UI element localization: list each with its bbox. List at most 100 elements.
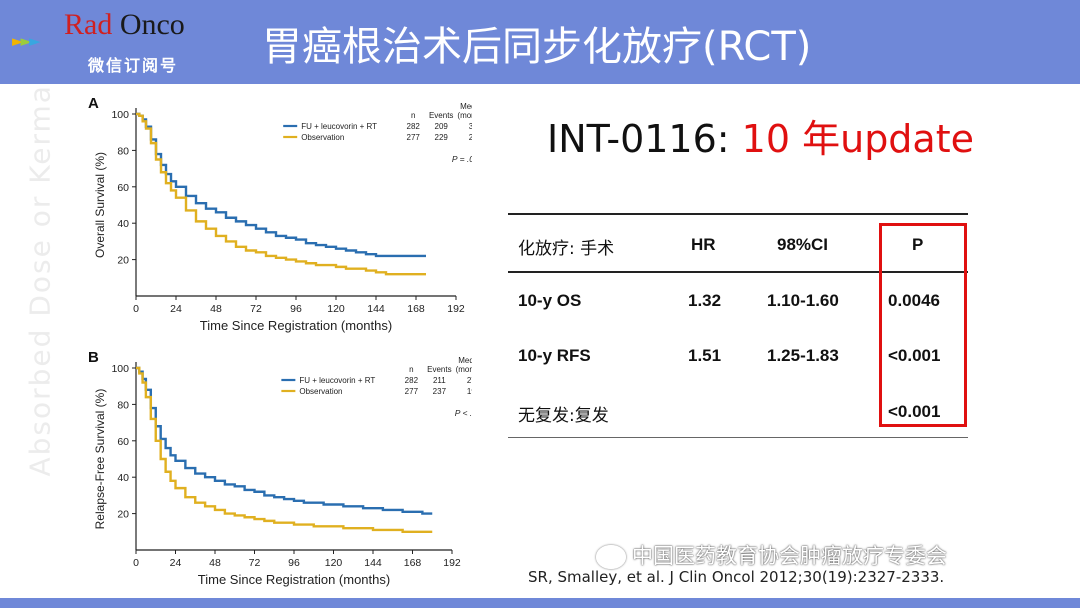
reference-citation: SR, Smalley, et al. J Clin Oncol 2012;30… <box>528 568 945 586</box>
row-os-ci: 1.10-1.60 <box>767 291 839 310</box>
y-tick-label: 40 <box>117 472 129 484</box>
logo-rad: Rad <box>64 8 113 41</box>
row-rfs-ci: 1.25-1.83 <box>767 346 839 365</box>
y-tick-label: 100 <box>111 109 129 121</box>
y-tick-label: 60 <box>117 436 129 448</box>
series-line-observation <box>136 112 426 276</box>
legend-n: 282 <box>407 122 421 131</box>
slide-title: 胃癌根治术后同步化放疗(RCT) <box>262 24 812 70</box>
logo: Rad Onco <box>64 8 185 42</box>
table-header-comparison: 化放疗: 手术 <box>518 239 615 259</box>
row-os-hr: 1.32 <box>688 291 722 310</box>
row-os-label: 10-y OS <box>518 291 582 310</box>
legend-events: 229 <box>435 133 449 142</box>
y-tick-label: 40 <box>117 218 129 230</box>
x-tick-label: 48 <box>209 557 221 569</box>
x-tick-label: 120 <box>327 303 345 315</box>
legend-median: 27 <box>469 133 472 142</box>
x-tick-label: 72 <box>249 557 261 569</box>
header-bar: ►►► Rad Onco 微信订阅号 胃癌根治术后同步化放疗(RCT) <box>0 0 1080 84</box>
km-chart-a: A 20 40 60 80 100 0 24 48 72 96 120 144 168 192 Time Si… <box>88 95 472 333</box>
legend-header-months: (months) <box>457 111 472 120</box>
p-value-label: P = .0046 <box>452 154 472 164</box>
p-value-label: P < .001 <box>455 408 472 418</box>
y-tick-label: 60 <box>117 182 129 194</box>
legend-label: Observation <box>299 387 342 396</box>
y-axis-label: Relapse-Free Survival (%) <box>93 389 107 530</box>
x-tick-label: 168 <box>404 557 422 569</box>
legend-label: FU + leucovorin + RT <box>299 376 375 385</box>
legend-header-events: Events <box>427 365 451 374</box>
legend-events: 237 <box>433 387 447 396</box>
y-tick-label: 100 <box>111 363 129 375</box>
x-tick-label: 0 <box>133 557 139 569</box>
arrows-icon: ►►► <box>12 32 40 50</box>
y-tick-label: 80 <box>117 399 129 411</box>
table-header-rule <box>508 271 968 273</box>
x-tick-label: 168 <box>407 303 425 315</box>
legend-label: FU + leucovorin + RT <box>301 122 377 131</box>
wechat-watermark: 中国医药教育协会肿瘤放疗专委会 <box>596 540 947 570</box>
bottom-bar <box>0 598 1080 608</box>
row-os-p: 0.0046 <box>888 291 940 310</box>
y-tick-label: 20 <box>117 255 129 267</box>
legend-header-n: n <box>409 365 413 374</box>
x-tick-label: 72 <box>250 303 262 315</box>
x-tick-label: 24 <box>170 303 182 315</box>
legend-header-median: Median <box>460 102 472 111</box>
table-header-ci: 98%CI <box>777 235 829 254</box>
series-line-observation <box>136 366 433 533</box>
legend-label: Observation <box>301 133 344 142</box>
x-axis-label: Time Since Registration (months) <box>200 318 392 333</box>
legend-header-median: Median <box>458 356 472 365</box>
legend-median: 27 <box>467 376 472 385</box>
y-tick-label: 20 <box>117 509 129 521</box>
x-tick-label: 120 <box>325 557 343 569</box>
logo-subtitle: 微信订阅号 <box>88 56 179 75</box>
legend-median: 19 <box>467 387 472 396</box>
x-tick-label: 144 <box>364 557 382 569</box>
legend-events: 211 <box>433 376 446 385</box>
table-bottom-rule <box>508 437 968 438</box>
update-heading: INT-0116: 10 年update <box>547 108 974 163</box>
update-prefix: INT-0116: <box>547 117 730 161</box>
row-relapse-label: 无复发:复发 <box>518 406 609 426</box>
update-highlight: 10 年update <box>741 117 974 161</box>
x-tick-label: 96 <box>290 303 302 315</box>
legend-n: 277 <box>405 387 419 396</box>
legend-header-months: (months) <box>456 365 472 374</box>
row-relapse-p: <0.001 <box>888 402 941 421</box>
series-line-fu-rt <box>136 366 433 515</box>
y-axis-label: Overall Survival (%) <box>93 152 107 258</box>
x-tick-label: 0 <box>133 303 139 315</box>
legend-n: 282 <box>405 376 419 385</box>
x-tick-label: 192 <box>447 303 465 315</box>
table-header-hr: HR <box>691 235 716 254</box>
y-tick-label: 80 <box>117 145 129 157</box>
p-value-highlight-box <box>879 223 967 427</box>
panel-letter: B <box>88 349 99 366</box>
wechat-icon <box>596 545 626 569</box>
x-tick-label: 192 <box>443 557 461 569</box>
wechat-source: 中国医药教育协会肿瘤放疗专委会 <box>632 544 947 568</box>
x-axis-label: Time Since Registration (months) <box>198 572 390 587</box>
row-rfs-p: <0.001 <box>888 346 941 365</box>
x-tick-label: 48 <box>210 303 222 315</box>
legend-header-events: Events <box>429 111 453 120</box>
logo-onco: Onco <box>119 8 185 41</box>
legend-header-n: n <box>411 111 415 120</box>
legend-n: 277 <box>407 133 421 142</box>
table-top-rule <box>508 213 968 215</box>
series-line-fu-rt <box>136 112 426 258</box>
x-tick-label: 96 <box>288 557 300 569</box>
x-tick-label: 144 <box>367 303 385 315</box>
background-watermark: Absorbed Dose or Kerma <box>23 84 57 477</box>
legend-events: 209 <box>435 122 449 131</box>
row-rfs-hr: 1.51 <box>688 346 722 365</box>
row-rfs-label: 10-y RFS <box>518 346 591 365</box>
legend-median: 35 <box>469 122 472 131</box>
x-tick-label: 24 <box>170 557 182 569</box>
km-chart-b: B 20 40 60 80 100 0 24 48 72 96 120 144 168 192 Time Si… <box>88 349 472 587</box>
table-header-p: P <box>912 235 924 254</box>
panel-letter: A <box>88 95 99 112</box>
